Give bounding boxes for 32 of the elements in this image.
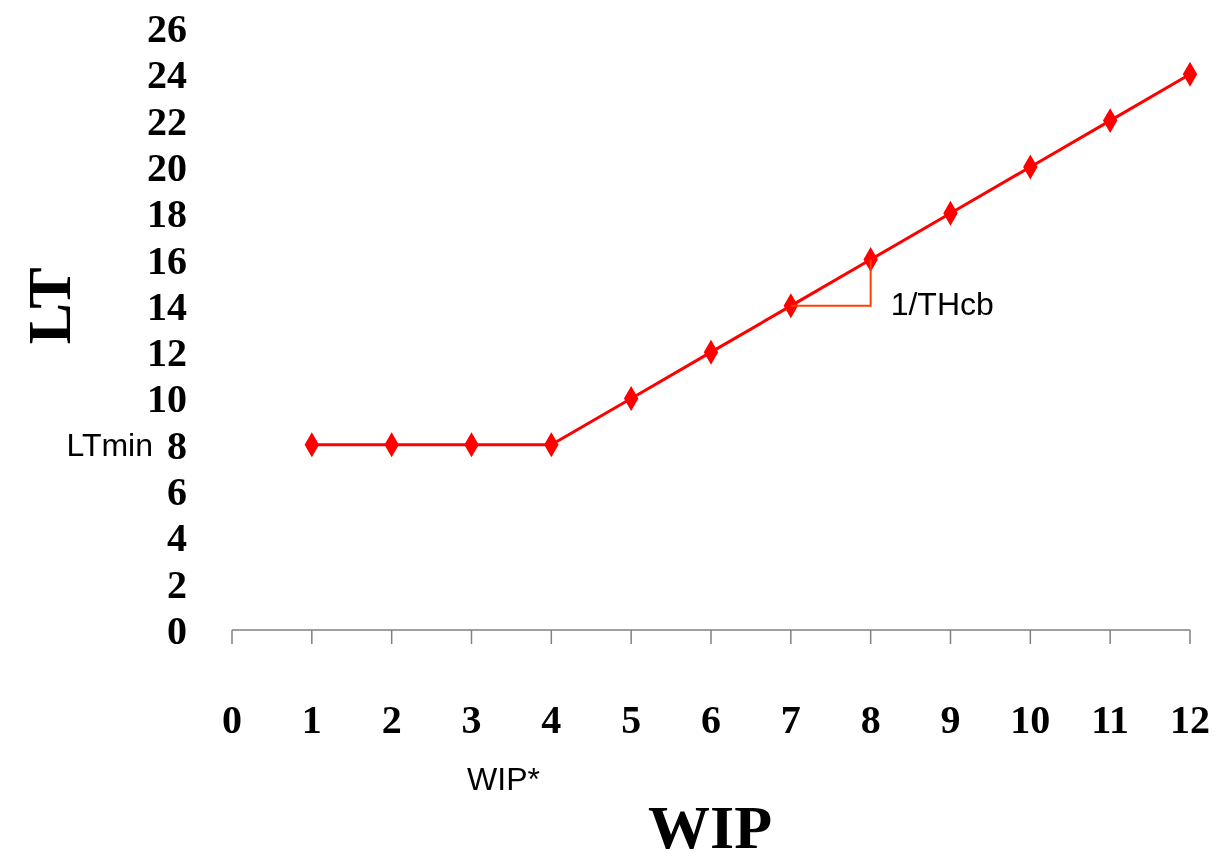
y-tick-label: 0 <box>167 608 187 653</box>
x-tick-label: 5 <box>621 697 642 742</box>
x-tick-label: 1 <box>301 697 322 742</box>
text: WIP* <box>467 761 540 797</box>
x-tick-label: 7 <box>780 697 801 742</box>
x-tick-label: 11 <box>1091 697 1130 742</box>
x-tick-label: 3 <box>461 697 482 742</box>
text: LTmin <box>66 427 153 463</box>
y-tick-label: 4 <box>167 515 187 561</box>
y-tick-label: 12 <box>147 330 187 376</box>
y-tick-label: 20 <box>147 144 187 190</box>
x-tick-label: 6 <box>701 697 721 742</box>
y-axis-title: LT <box>15 267 83 345</box>
y-tick-label: 18 <box>147 191 187 237</box>
y-tick-label: 26 <box>147 6 187 51</box>
x-tick-label: 4 <box>541 697 562 742</box>
y-tick-label: 22 <box>147 98 187 144</box>
y-tick-label: 24 <box>147 52 187 98</box>
y-tick-label: 16 <box>147 237 187 283</box>
annotation: 1/THcb <box>890 285 994 322</box>
x-axis-title: WIP <box>648 793 772 856</box>
x-tick-label: 0 <box>222 697 242 742</box>
y-tick-label: 6 <box>167 469 187 515</box>
y-tick-label: 2 <box>167 561 187 607</box>
x-tick-label: 2 <box>381 697 402 742</box>
x-tick-label: 8 <box>860 697 881 742</box>
x-tick-label: 9 <box>940 697 961 742</box>
y-tick-label: 14 <box>147 283 187 329</box>
y-tick-label: 10 <box>147 376 187 422</box>
x-tick-label: 10 <box>1010 697 1051 742</box>
x-tick-label: 12 <box>1170 697 1210 742</box>
y-tick-label: 8 <box>167 422 187 468</box>
